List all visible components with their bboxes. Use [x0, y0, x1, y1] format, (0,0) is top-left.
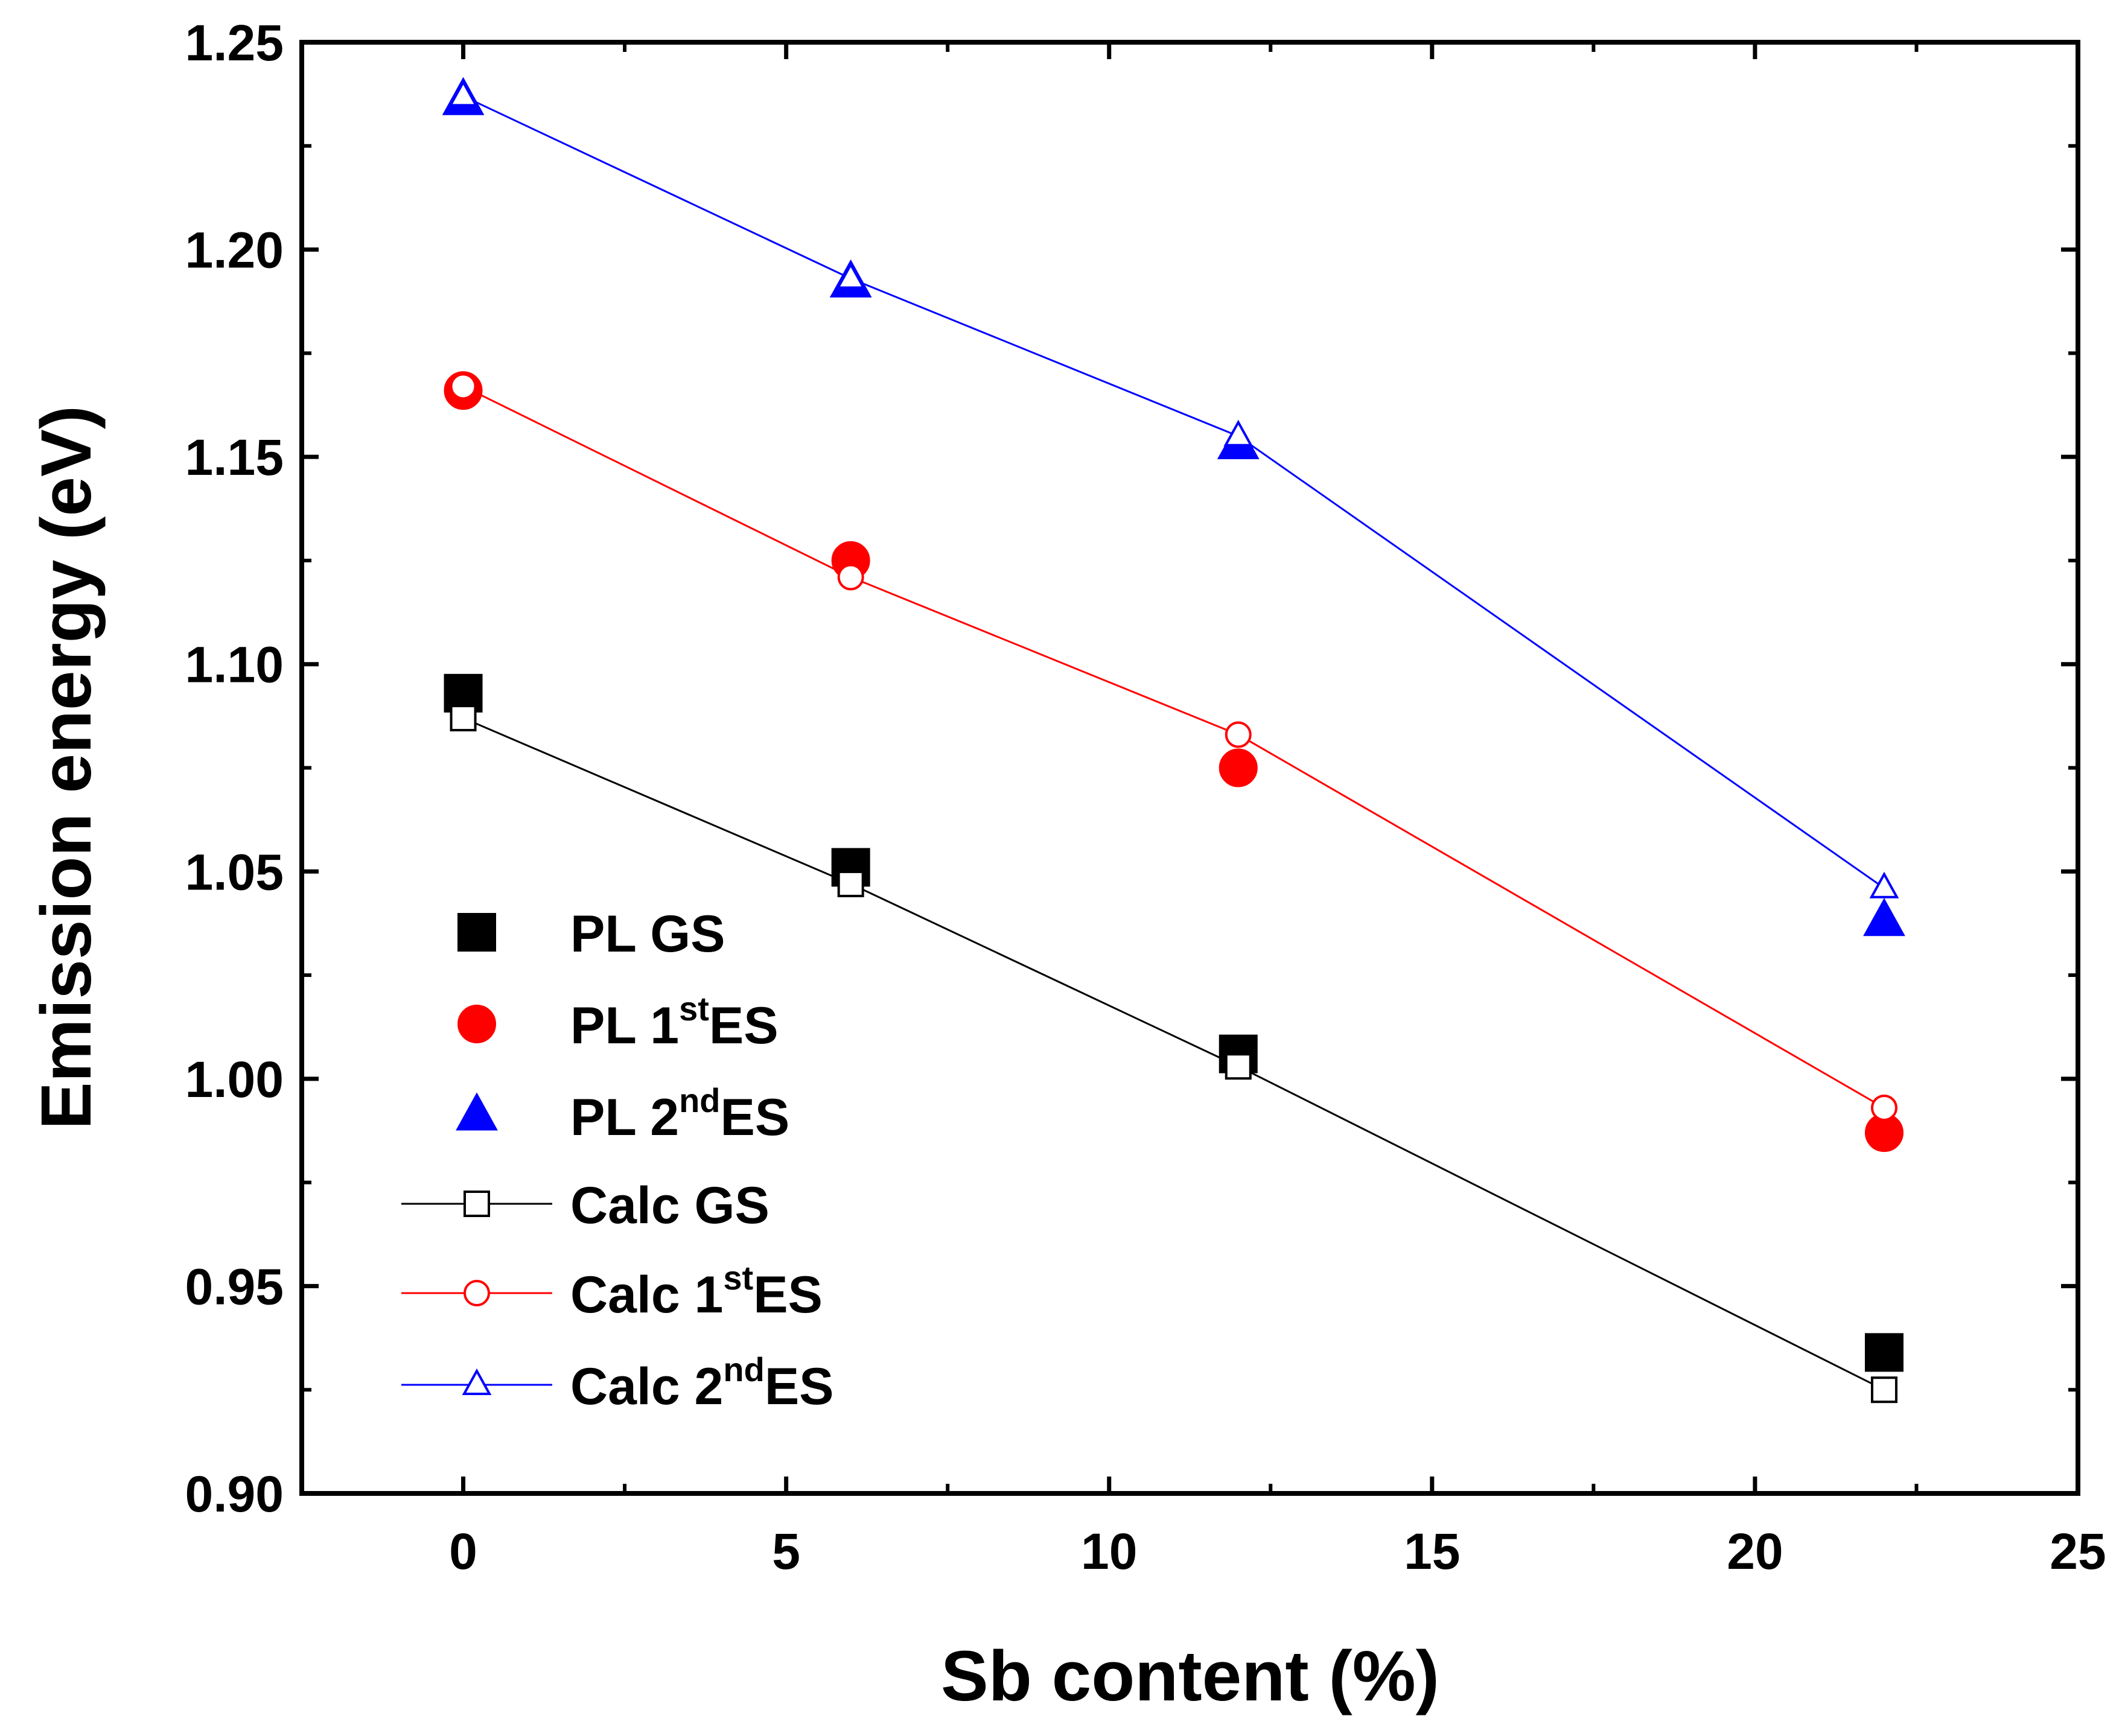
- series-line: [462, 717, 1885, 1391]
- x-tick-label: 25: [2050, 1523, 2106, 1580]
- x-axis-label: Sb content (%): [941, 1636, 1439, 1716]
- legend-marker: [464, 1280, 490, 1306]
- legend-label-main: Calc 1: [570, 1266, 723, 1324]
- legend-label-sup: st: [723, 1259, 753, 1297]
- data-point: [1869, 871, 1899, 898]
- y-axis-label: Emission energy (eV): [27, 405, 106, 1130]
- legend-marker: [456, 1092, 498, 1131]
- data-point: [1223, 419, 1254, 447]
- x-tick-label: 10: [1081, 1523, 1137, 1580]
- legend-label: PL 2ndES: [570, 1081, 789, 1146]
- series-line: [462, 385, 1885, 1109]
- x-tick-label: 15: [1404, 1523, 1460, 1580]
- x-tick-label: 20: [1727, 1523, 1783, 1580]
- legend-label-post: ES: [765, 1358, 834, 1416]
- series-line: [462, 95, 1885, 889]
- data-point: [837, 870, 864, 897]
- legend-marker: [462, 1368, 492, 1395]
- legend-label-sup: nd: [723, 1350, 764, 1388]
- y-tick-label: 1.20: [185, 222, 284, 279]
- data-point: [1863, 898, 1905, 936]
- legend-label-main: Calc 2: [570, 1358, 723, 1416]
- x-tick-label: 5: [772, 1523, 800, 1580]
- legend-marker: [464, 1191, 490, 1217]
- legend-label-main: Calc GS: [570, 1177, 769, 1235]
- data-point: [1864, 1333, 1904, 1372]
- y-tick-label: 0.95: [185, 1258, 284, 1315]
- legend-label: Calc 1stES: [570, 1259, 823, 1324]
- data-point: [1225, 1053, 1252, 1080]
- legend-label-main: PL 1: [570, 997, 679, 1055]
- data-point: [1870, 1094, 1897, 1121]
- axis-ticks: 0 5 10 15 20 25 0.90 0.95 1.00 1.05 1.10 1.15 1.20 1.…: [185, 14, 2106, 1580]
- x-tick-label: 0: [449, 1523, 477, 1580]
- data-point: [836, 262, 866, 289]
- data-series: [442, 77, 1905, 1404]
- y-tick-label: 1.05: [185, 844, 284, 900]
- y-tick-label: 1.00: [185, 1051, 284, 1108]
- legend-label-main: PL GS: [570, 905, 725, 963]
- plot-frame: [299, 40, 2080, 1496]
- legend-label-post: ES: [753, 1266, 823, 1324]
- y-tick-label: 1.15: [185, 429, 284, 486]
- legend-marker: [457, 1005, 496, 1043]
- data-point: [448, 80, 478, 107]
- data-point: [837, 564, 864, 591]
- legend-marker: [457, 913, 496, 952]
- legend-label-post: ES: [720, 1089, 789, 1146]
- y-tick-label: 1.25: [185, 14, 284, 71]
- data-point: [1225, 721, 1252, 748]
- y-tick-label: 1.10: [185, 637, 284, 693]
- legend-label-sup: nd: [679, 1081, 720, 1119]
- legend-label: PL GS: [570, 905, 725, 963]
- legend-label: Calc 2ndES: [570, 1350, 834, 1416]
- data-point: [1219, 748, 1258, 787]
- y-tick-label: 0.90: [185, 1466, 284, 1522]
- data-point: [450, 705, 477, 732]
- legend-label: PL 1stES: [570, 990, 779, 1055]
- legend-label-main: PL 2: [570, 1089, 679, 1146]
- data-point: [450, 373, 477, 400]
- legend-label-sup: st: [679, 990, 709, 1028]
- data-point: [1870, 1376, 1897, 1404]
- legend-label-post: ES: [709, 997, 779, 1055]
- legend-label: Calc GS: [570, 1177, 769, 1235]
